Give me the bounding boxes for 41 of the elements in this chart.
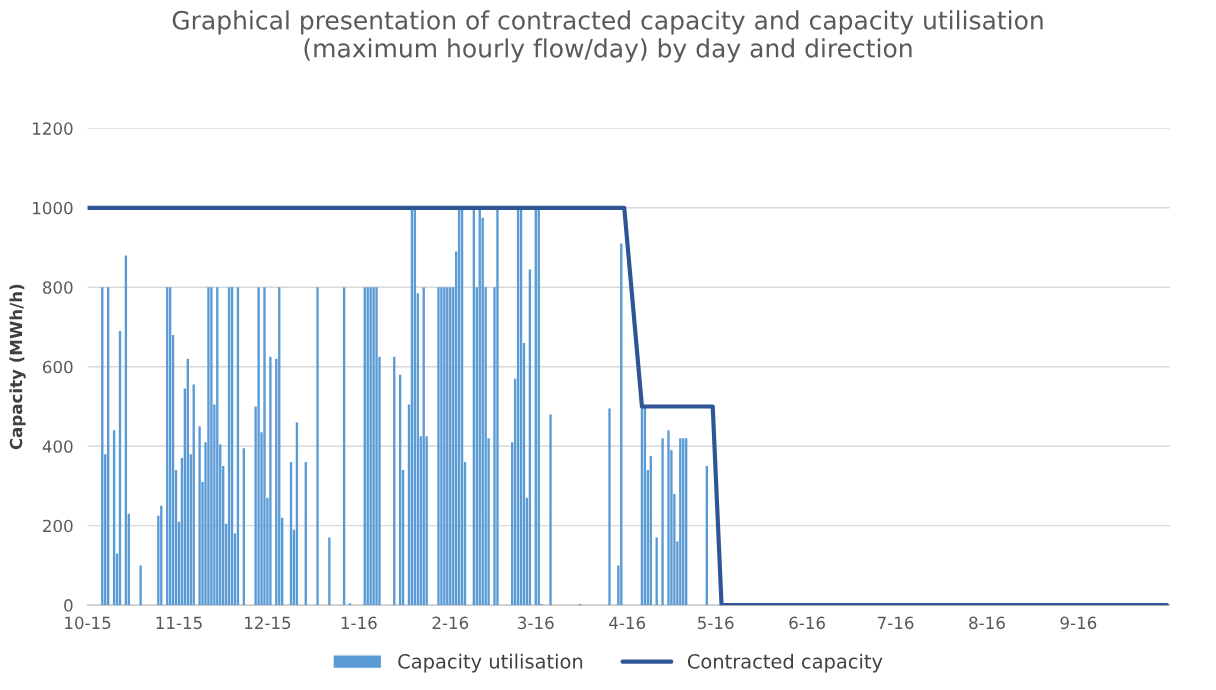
y-tick-label: 1200 [33,122,73,135]
bar [667,430,670,606]
bar [198,426,201,606]
x-tick-label: 8-16 [969,616,1005,630]
y-tick-label: 0 [64,599,73,612]
x-tick-label: 4-16 [609,616,646,630]
bar [375,287,378,606]
y-tick-label: 400 [42,440,73,453]
x-tick-label: 7-16 [878,616,914,630]
legend-label: Contracted capacity [687,653,883,673]
bar [263,287,266,606]
bar [207,287,210,606]
bar [661,438,664,606]
chart-title: Graphical presentation of contracted capacity and capacity utilisation (maximum hourly flow/day) by day and direction [172,10,1043,63]
bar [328,537,331,606]
x-tick-label: 12-15 [245,616,291,630]
bar [496,207,499,606]
x-tick-label: 11-15 [156,616,202,630]
bar [257,287,260,606]
bar [549,414,552,606]
legend-label: Capacity utilisation [398,653,583,673]
y-tick-label: 800 [42,281,73,294]
x-tick-label: 1-16 [341,616,377,630]
y-axis-title: Capacity (MWh/h) [9,284,26,450]
bar [372,287,375,606]
x-tick-label: 6-16 [789,616,825,630]
bar [316,287,319,606]
x-tick-label: 10-15 [65,616,111,630]
bar [437,287,440,606]
bar [440,287,443,606]
bar [210,287,213,606]
bar [139,565,142,606]
x-tick-label: 3-16 [518,616,554,630]
bar [269,356,272,606]
y-tick-label: 1000 [33,201,73,215]
x-tick-label: 2-16 [432,616,469,630]
y-tick-label: 200 [43,519,73,533]
y-tick-label: 600 [43,360,73,374]
bar [608,408,611,606]
x-tick-label: 9-16 [1060,616,1097,630]
x-tick-label: 5-16 [698,616,734,630]
